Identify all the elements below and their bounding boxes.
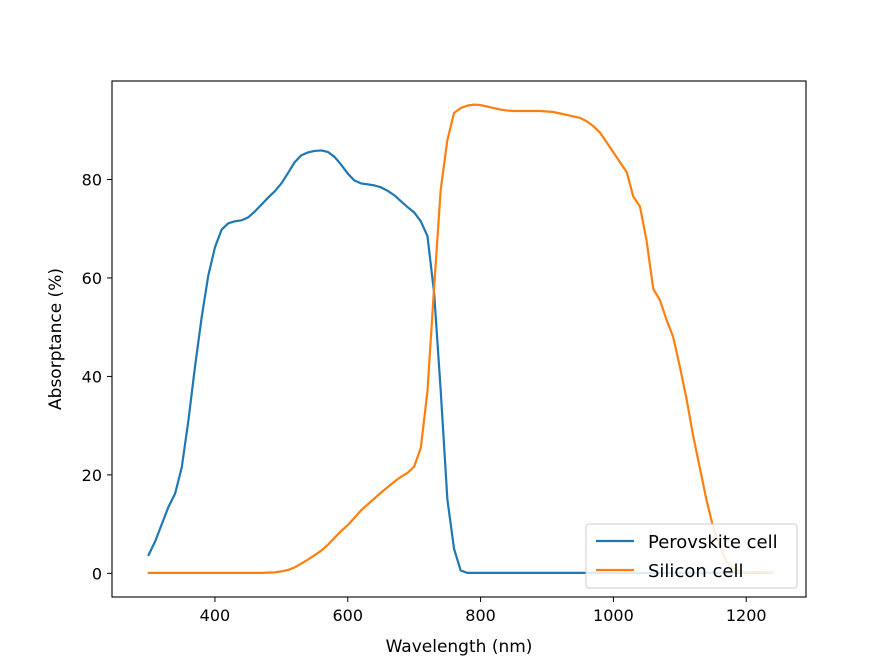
series-line-0: [147, 149, 774, 574]
y-tick-label: 20: [82, 466, 102, 485]
x-tick-label: 1000: [593, 606, 634, 625]
legend: Perovskite cell Silicon cell: [585, 523, 798, 589]
y-tick-label: 60: [82, 269, 102, 288]
y-tick-label: 0: [92, 564, 102, 583]
x-axis-ticks: 400 600 800 1000 1200: [200, 597, 767, 625]
y-axis-ticks: 0 20 40 60 80: [82, 170, 112, 583]
x-tick-label: 800: [465, 606, 496, 625]
y-axis-label: Absorptance (%): [46, 268, 66, 410]
x-axis-label: Wavelength (nm): [386, 637, 533, 657]
x-tick-label: 1200: [726, 606, 767, 625]
legend-box: [585, 523, 798, 589]
x-tick-label: 400: [200, 606, 231, 625]
legend-label-perovskite: Perovskite cell: [648, 532, 778, 553]
plot-area: [112, 81, 806, 597]
series-layer: [147, 103, 774, 574]
x-tick-label: 600: [332, 606, 363, 625]
series-line-1: [147, 103, 774, 574]
legend-label-silicon: Silicon cell: [648, 561, 743, 582]
plot-frame: [111, 80, 807, 598]
y-tick-label: 80: [82, 170, 102, 189]
y-tick-label: 40: [82, 367, 102, 386]
